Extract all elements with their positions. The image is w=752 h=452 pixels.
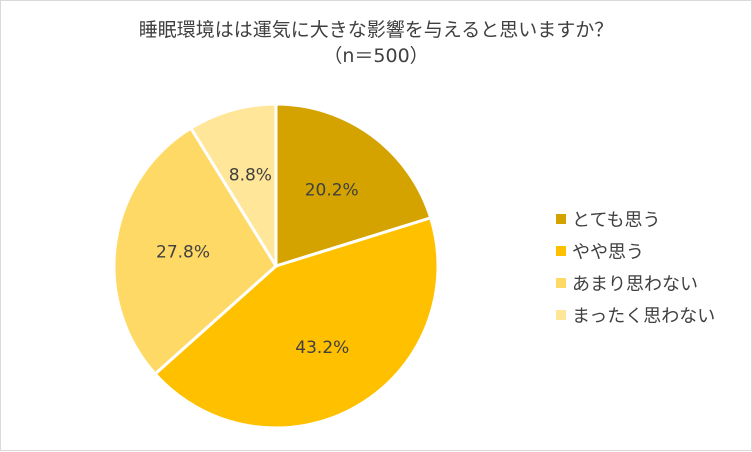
legend-swatch-1 [556,246,566,256]
chart-title: 睡眠環境はは運気に大きな影響を与えると思いますか？ [138,19,614,41]
pie-slice-3 [189,102,278,268]
legend-item-1: やや思う [556,235,715,267]
legend-swatch-2 [556,278,566,288]
legend-item-3: まったく思わない [556,299,715,331]
chart-subtitle: （n＝500） [323,45,429,67]
legend-label-1: やや思う [572,242,644,263]
pie-slice-2 [112,126,278,376]
pie-label-2: 27.8% [156,242,210,262]
pie-slice-1 [153,216,440,430]
pie-label-3: 8.8% [229,166,272,186]
legend-item-2: あまり思わない [556,267,715,299]
legend-item-0: とても思う [556,203,715,235]
chart-title-block: 睡眠環境はは運気に大きな影響を与えると思いますか？ （n＝500） [1,17,751,69]
legend-label-2: あまり思わない [572,274,698,295]
legend-label-0: とても思う [572,210,661,231]
legend: とても思う やや思う あまり思わない まったく思わない [556,203,715,331]
legend-swatch-3 [556,310,566,320]
legend-swatch-0 [556,214,566,224]
legend-label-3: まったく思わない [572,306,716,327]
pie-label-1: 43.2% [295,338,349,358]
pie-slice-0 [274,102,433,268]
pie-label-0: 20.2% [305,180,359,200]
